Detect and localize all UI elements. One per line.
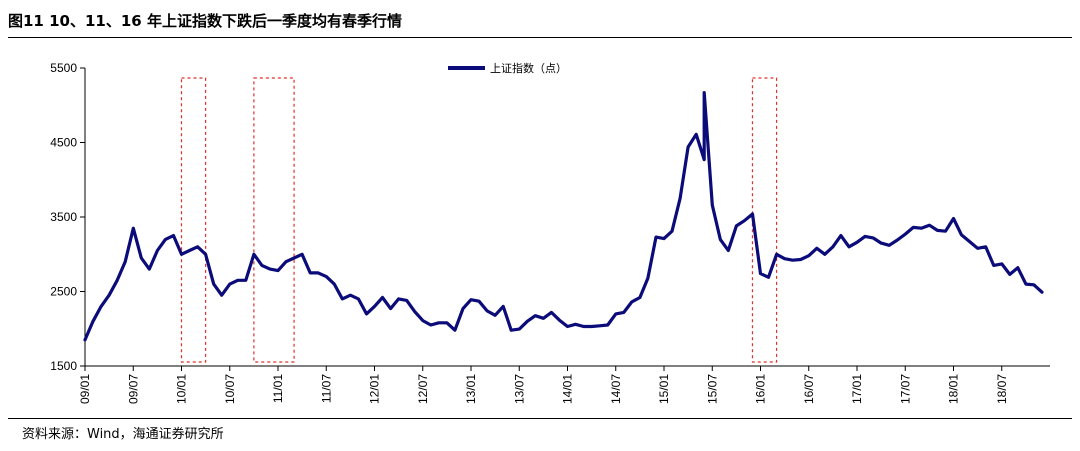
series-line-shanghai-index bbox=[83, 91, 1044, 342]
x-tick-label: 12/01 bbox=[368, 374, 382, 404]
x-tick-label: 16/07 bbox=[802, 374, 816, 404]
x-tick-label: 09/07 bbox=[126, 374, 140, 404]
x-tick-label: 12/07 bbox=[416, 374, 430, 404]
y-tick-label: 2500 bbox=[50, 285, 77, 299]
title-rule bbox=[8, 37, 1072, 38]
x-tick-label: 17/07 bbox=[898, 374, 912, 404]
chart-legend: 上证指数（点） bbox=[448, 61, 567, 75]
x-tick-label: 11/07 bbox=[319, 374, 333, 403]
series-layer bbox=[83, 91, 1044, 342]
y-tick-label: 3500 bbox=[50, 210, 77, 224]
source-note: 资料来源：Wind，海通证券研究所 bbox=[22, 427, 224, 442]
x-tick-label: 09/01 bbox=[78, 374, 92, 404]
x-tick-label: 18/07 bbox=[995, 374, 1009, 404]
x-tick-label: 14/07 bbox=[609, 374, 623, 404]
x-tick-label: 15/07 bbox=[705, 374, 719, 404]
x-tick-label: 10/01 bbox=[175, 374, 189, 404]
figure-title: 图11 10、11、16 年上证指数下跌后一季度均有春季行情 bbox=[8, 12, 402, 30]
x-tick-label: 10/07 bbox=[223, 374, 237, 404]
chart-axes: 1500 2500 3500 4500 5500 09/01 09/07 10/01 10/07… bbox=[50, 61, 1050, 404]
x-tick-label: 16/01 bbox=[754, 374, 768, 404]
y-tick-label: 4500 bbox=[50, 136, 77, 150]
y-tick-label: 1500 bbox=[50, 359, 77, 373]
x-tick-label: 13/07 bbox=[512, 374, 526, 404]
highlight-boxes bbox=[180, 77, 778, 363]
source-rule bbox=[8, 418, 1072, 419]
y-tick-label: 5500 bbox=[50, 61, 77, 75]
x-tick-label: 14/01 bbox=[561, 374, 575, 404]
x-tick-label: 18/01 bbox=[947, 374, 961, 404]
highlight-box bbox=[253, 77, 295, 363]
x-tick-label: 11/01 bbox=[271, 374, 285, 403]
x-tick-label: 17/01 bbox=[850, 374, 864, 404]
highlight-box bbox=[180, 77, 207, 363]
x-tick-label: 13/01 bbox=[464, 374, 478, 404]
highlight-box bbox=[751, 77, 778, 363]
x-tick-label: 15/01 bbox=[657, 374, 671, 404]
legend-label: 上证指数（点） bbox=[490, 61, 567, 75]
